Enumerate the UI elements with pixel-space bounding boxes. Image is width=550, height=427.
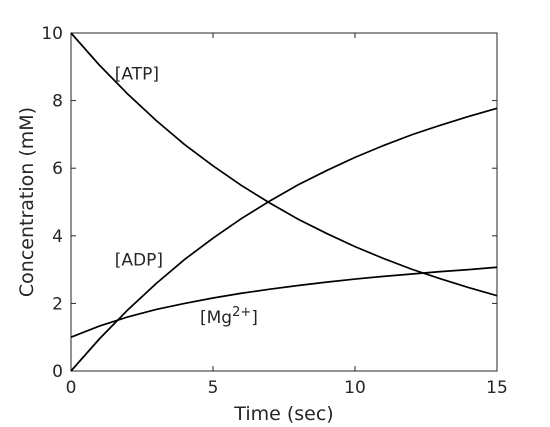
- y-tick-label: 0: [52, 362, 63, 382]
- x-tick-label: 5: [208, 378, 219, 398]
- mg-annotation: [Mg2+]: [200, 305, 258, 328]
- x-tick-label: 15: [486, 378, 508, 398]
- y-axis-label: Concentration (mM): [16, 107, 38, 297]
- y-tick-label: 6: [52, 159, 63, 179]
- y-tick-label: 8: [52, 92, 63, 112]
- atp-line: [70, 32, 498, 297]
- x-tick-label: 10: [344, 378, 366, 398]
- mg-line: [70, 266, 498, 338]
- y-tick-label: 2: [52, 294, 63, 314]
- adp-line: [70, 107, 498, 372]
- x-axis-label: Time (sec): [233, 403, 333, 425]
- series-lines: [70, 32, 498, 372]
- series-annotations: [ATP] [ADP] [Mg2+]: [115, 65, 258, 328]
- atp-annotation: [ATP]: [115, 65, 159, 85]
- axis-ticks: [70, 32, 498, 372]
- tick-labels: 0 5 10 15 0 2 4 6 8 10: [41, 24, 507, 398]
- plot-frame: [70, 32, 498, 372]
- x-tick-label: 0: [66, 378, 77, 398]
- adp-annotation: [ADP]: [115, 250, 163, 270]
- y-tick-label: 10: [41, 24, 63, 44]
- y-tick-label: 4: [52, 227, 63, 247]
